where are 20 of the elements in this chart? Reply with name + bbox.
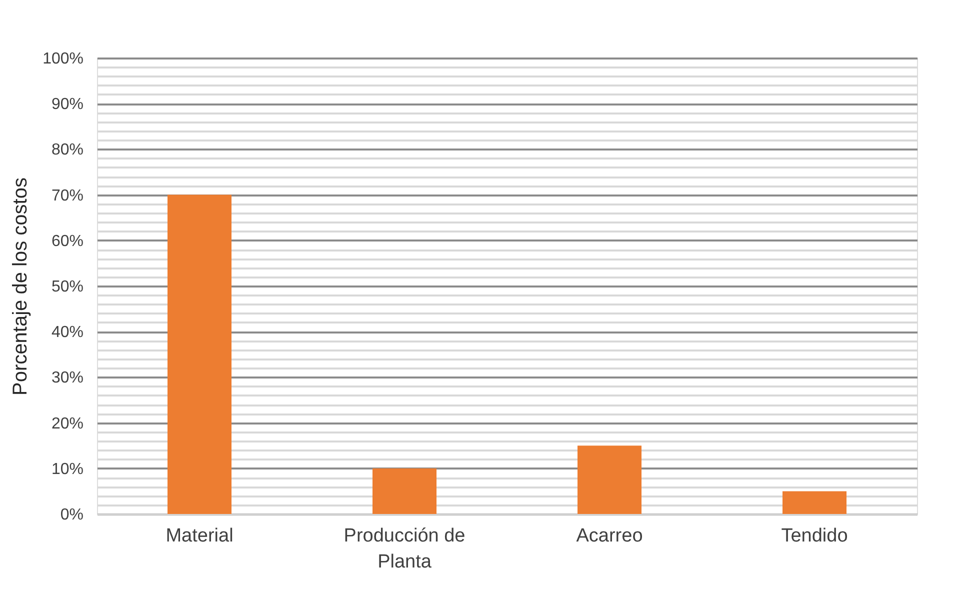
bar — [372, 468, 436, 514]
bar — [578, 446, 642, 514]
y-tick-label: 10% — [51, 460, 84, 478]
bar — [782, 491, 846, 514]
y-tick-label: 100% — [42, 50, 84, 68]
y-tick-label: 40% — [51, 324, 84, 342]
y-tick-label: 60% — [51, 232, 84, 250]
y-tick-label: 50% — [51, 278, 84, 296]
y-tick-label: 90% — [51, 96, 84, 114]
y-tick-label: 30% — [51, 370, 84, 387]
x-tick-label: Acarreo — [576, 526, 643, 546]
x-tick-label: Material — [166, 526, 234, 546]
y-tick-label: 80% — [51, 142, 84, 159]
x-tick-label: Tendido — [781, 526, 848, 546]
y-tick-label: 70% — [51, 187, 84, 204]
x-tick-label: Producción de Planta — [344, 526, 466, 572]
y-tick-label: 20% — [51, 415, 84, 432]
y-axis-title: Porcentaje de los costos — [10, 178, 32, 396]
bar — [168, 194, 232, 514]
y-tick-label: 0% — [60, 506, 84, 524]
